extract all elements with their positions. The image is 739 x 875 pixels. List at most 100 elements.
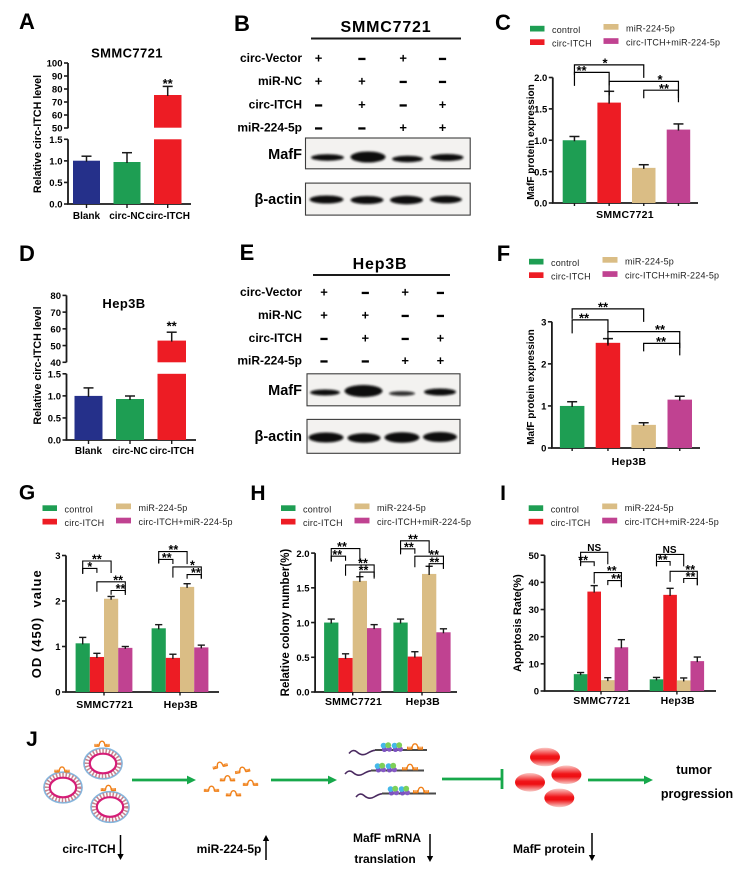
svg-text:B: B xyxy=(234,11,250,36)
svg-text:50: 50 xyxy=(529,551,540,562)
svg-text:0.0: 0.0 xyxy=(296,688,309,699)
svg-text:control: control xyxy=(65,505,93,515)
svg-text:0.5: 0.5 xyxy=(534,167,548,178)
svg-text:+: + xyxy=(399,120,407,135)
svg-text:0: 0 xyxy=(541,444,546,455)
svg-text:3: 3 xyxy=(55,551,60,562)
svg-text:circ-ITCH: circ-ITCH xyxy=(303,518,343,528)
svg-text:**: ** xyxy=(430,555,440,569)
svg-text:+: + xyxy=(401,285,409,300)
svg-text:A: A xyxy=(19,9,35,34)
svg-text:SMMC7721: SMMC7721 xyxy=(325,696,382,708)
svg-text:*: * xyxy=(657,72,663,87)
svg-text:β-actin: β-actin xyxy=(254,429,302,445)
svg-text:control: control xyxy=(551,505,579,515)
svg-text:+: + xyxy=(315,74,323,89)
svg-text:20: 20 xyxy=(529,632,540,643)
svg-text:*: * xyxy=(190,559,195,573)
svg-text:**: ** xyxy=(611,572,621,586)
svg-text:+: + xyxy=(358,74,366,89)
svg-text:MafF protein expression: MafF protein expression xyxy=(526,329,537,445)
svg-text:miR-224-5p: miR-224-5p xyxy=(625,503,674,513)
svg-text:30: 30 xyxy=(529,605,540,616)
svg-text:Relative circ-ITCH level: Relative circ-ITCH level xyxy=(32,75,44,193)
svg-text:miR-224-5p: miR-224-5p xyxy=(237,121,302,135)
svg-text:0.0: 0.0 xyxy=(49,200,62,211)
svg-text:**: ** xyxy=(358,557,368,571)
svg-text:+: + xyxy=(399,51,407,66)
svg-text:miR-224-5p: miR-224-5p xyxy=(197,842,262,856)
svg-text:+: + xyxy=(437,331,445,346)
svg-text:circ-ITCH+miR-224-5p: circ-ITCH+miR-224-5p xyxy=(626,38,720,48)
svg-text:miR-NC: miR-NC xyxy=(258,308,302,322)
svg-text:**: ** xyxy=(579,311,590,326)
svg-text:**: ** xyxy=(116,582,126,596)
svg-text:control: control xyxy=(551,258,579,268)
svg-text:**: ** xyxy=(576,63,587,78)
svg-text:control: control xyxy=(552,25,580,35)
svg-text:circ-NC: circ-NC xyxy=(109,211,145,222)
svg-text:**: ** xyxy=(655,322,666,337)
svg-text:50: 50 xyxy=(50,341,61,352)
svg-text:**: ** xyxy=(598,300,609,315)
svg-text:miR-224-5p: miR-224-5p xyxy=(377,503,426,513)
svg-text:**: ** xyxy=(686,570,696,584)
svg-text:circ-ITCH+miR-224-5p: circ-ITCH+miR-224-5p xyxy=(377,517,471,527)
svg-text:**: ** xyxy=(659,81,670,96)
svg-text:70: 70 xyxy=(52,98,63,109)
svg-text:SMMC7721: SMMC7721 xyxy=(573,695,630,707)
svg-text:SMMC7721: SMMC7721 xyxy=(596,209,654,221)
svg-text:**: ** xyxy=(656,334,667,349)
svg-text:1.5: 1.5 xyxy=(49,135,63,146)
svg-text:**: ** xyxy=(578,553,588,567)
svg-text:miR-224-5p: miR-224-5p xyxy=(139,503,188,513)
svg-text:50: 50 xyxy=(52,124,63,135)
svg-text:E: E xyxy=(240,240,255,265)
svg-text:H: H xyxy=(250,482,265,505)
svg-text:**: ** xyxy=(113,573,123,587)
svg-text:circ-Vector: circ-Vector xyxy=(240,51,302,65)
svg-text:control: control xyxy=(303,505,331,515)
svg-text:MafF: MafF xyxy=(268,147,302,163)
svg-text:SMMC7721: SMMC7721 xyxy=(91,46,163,61)
svg-text:+: + xyxy=(362,308,370,323)
svg-text:0.5: 0.5 xyxy=(296,653,310,664)
svg-text:+: + xyxy=(320,308,328,323)
svg-text:1.0: 1.0 xyxy=(296,618,309,629)
svg-text:circ-ITCH: circ-ITCH xyxy=(65,518,105,528)
svg-text:Hep3B: Hep3B xyxy=(353,256,408,273)
svg-text:**: ** xyxy=(607,564,617,578)
svg-text:J: J xyxy=(26,728,38,751)
svg-text:OD (450) value: OD (450) value xyxy=(29,569,44,678)
svg-text:SMMC7721: SMMC7721 xyxy=(341,19,432,36)
svg-text:+: + xyxy=(358,97,366,112)
svg-text:**: ** xyxy=(169,543,179,557)
svg-text:Hep3B: Hep3B xyxy=(612,456,647,468)
svg-text:F: F xyxy=(497,241,510,266)
svg-text:100: 100 xyxy=(47,59,63,70)
svg-text:*: * xyxy=(602,56,608,71)
svg-text:miR-224-5p: miR-224-5p xyxy=(626,23,675,33)
svg-text:+: + xyxy=(315,51,323,66)
svg-text:1.0: 1.0 xyxy=(534,136,547,147)
svg-text:circ-ITCH: circ-ITCH xyxy=(249,331,302,345)
svg-text:miR-224-5p: miR-224-5p xyxy=(625,256,674,266)
svg-text:1: 1 xyxy=(55,642,61,653)
svg-text:80: 80 xyxy=(50,291,61,302)
svg-text:circ-ITCH: circ-ITCH xyxy=(149,446,193,457)
svg-text:+: + xyxy=(362,331,370,346)
svg-text:Relative colony number(%): Relative colony number(%) xyxy=(280,549,292,697)
svg-text:translation: translation xyxy=(354,852,415,866)
svg-text:Hep3B: Hep3B xyxy=(661,695,695,707)
svg-text:β-actin: β-actin xyxy=(254,192,302,208)
svg-text:MafF: MafF xyxy=(268,383,302,399)
svg-text:MafF protein expression: MafF protein expression xyxy=(526,84,537,200)
svg-text:0: 0 xyxy=(55,688,60,699)
svg-text:**: ** xyxy=(359,564,369,578)
svg-text:circ-ITCH: circ-ITCH xyxy=(62,842,115,856)
svg-text:circ-Vector: circ-Vector xyxy=(240,285,302,299)
svg-text:**: ** xyxy=(685,563,695,577)
svg-text:C: C xyxy=(495,10,511,35)
svg-text:1.0: 1.0 xyxy=(48,392,61,403)
svg-text:1.5: 1.5 xyxy=(534,105,548,116)
